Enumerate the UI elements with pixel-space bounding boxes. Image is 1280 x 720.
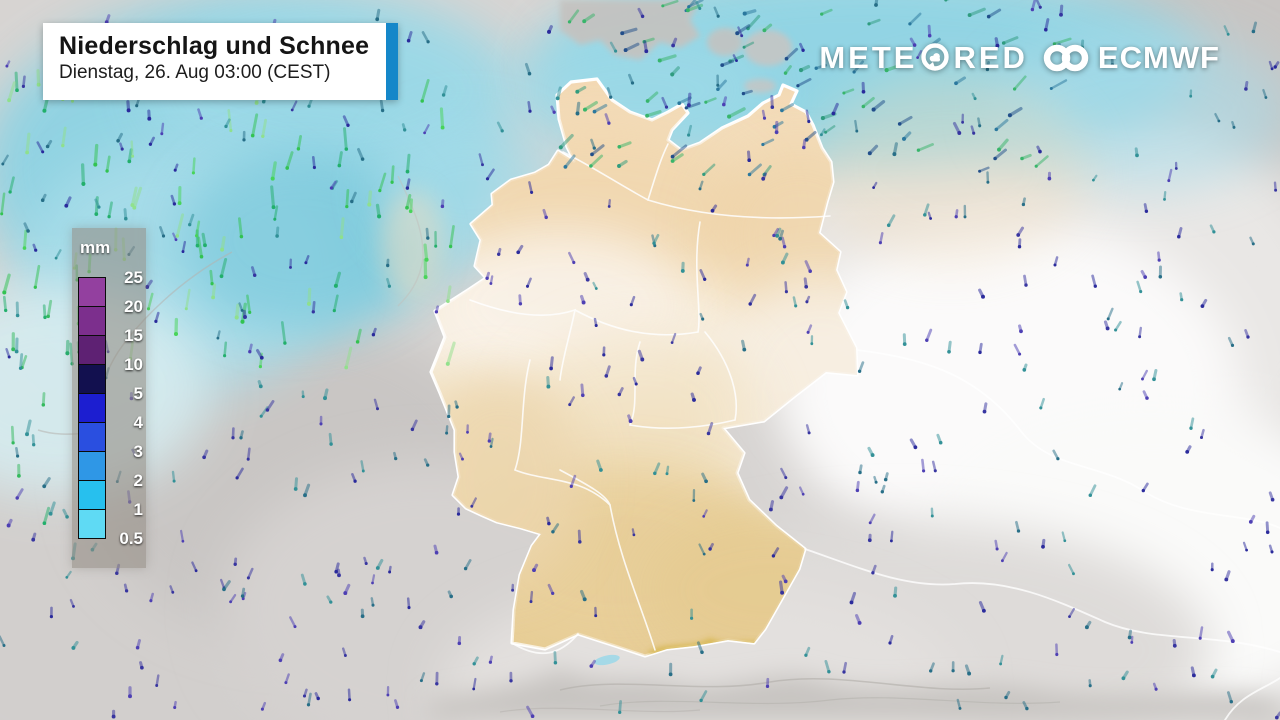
legend-color-box (78, 364, 106, 394)
legend-value-label: 15 (124, 326, 143, 345)
lake-constance (594, 654, 620, 666)
legend-color-box (78, 509, 106, 539)
ecmwf-label: ECMWF (1097, 40, 1220, 75)
state-borders (469, 143, 831, 651)
legend-color-box (78, 451, 106, 481)
legend-color-box (78, 422, 106, 452)
meteored-text-post: RED (953, 40, 1028, 75)
country-borders (511, 349, 1280, 720)
poland-land-hint (810, 75, 1090, 265)
southeast-border (1224, 677, 1280, 720)
netherlands-land-hint (381, 190, 445, 300)
forecast-title-card: Niederschlag und Schnee Dienstag, 26. Au… (43, 23, 398, 100)
forecast-title: Niederschlag und Schnee (59, 32, 370, 60)
denmark-island-funen (707, 28, 743, 56)
branding: METE RED ECMWF (819, 40, 1220, 76)
legend-color-box (78, 306, 106, 336)
legend-value-label: 20 (124, 297, 143, 316)
legend-value-label: 3 (133, 442, 143, 461)
czech-austria-border (804, 548, 1280, 653)
legend-value-label: 10 (124, 355, 143, 374)
legend-value-label: 2 (133, 471, 143, 490)
legend-value-label: 5 (133, 384, 143, 403)
legend-color-box (78, 480, 106, 510)
meteored-text-pre: METE (819, 40, 918, 75)
denmark-island-zealand (744, 30, 792, 66)
legend-color-box (78, 393, 106, 423)
ecmwf-logo: ECMWF (1042, 40, 1220, 76)
legend-value-label: 25 (124, 268, 143, 287)
legend-unit-label: mm (80, 238, 111, 257)
forecast-datetime: Dienstag, 26. Aug 03:00 (CEST) (59, 62, 331, 83)
legend-color-box (78, 277, 106, 307)
title-accent-bar (386, 23, 398, 100)
meteored-o-cloud-icon (921, 43, 950, 71)
swiss-austria-border (511, 633, 579, 655)
alps-terrain (430, 668, 1280, 720)
meteored-logo: METE RED (819, 40, 1028, 76)
legend-color-scale (78, 277, 106, 539)
legend-color-box (78, 335, 106, 365)
ecmwf-rings-icon (1043, 44, 1089, 72)
legend-value-label: 0.5 (119, 529, 143, 548)
legend-value-label: 4 (133, 413, 143, 432)
precip-legend: mm 25 20 15 10 5 4 3 2 1 0.5 (72, 228, 146, 568)
denmark-island-lolland (744, 79, 776, 93)
legend-value-label: 1 (133, 500, 143, 519)
czech-poland-border (856, 349, 1280, 529)
